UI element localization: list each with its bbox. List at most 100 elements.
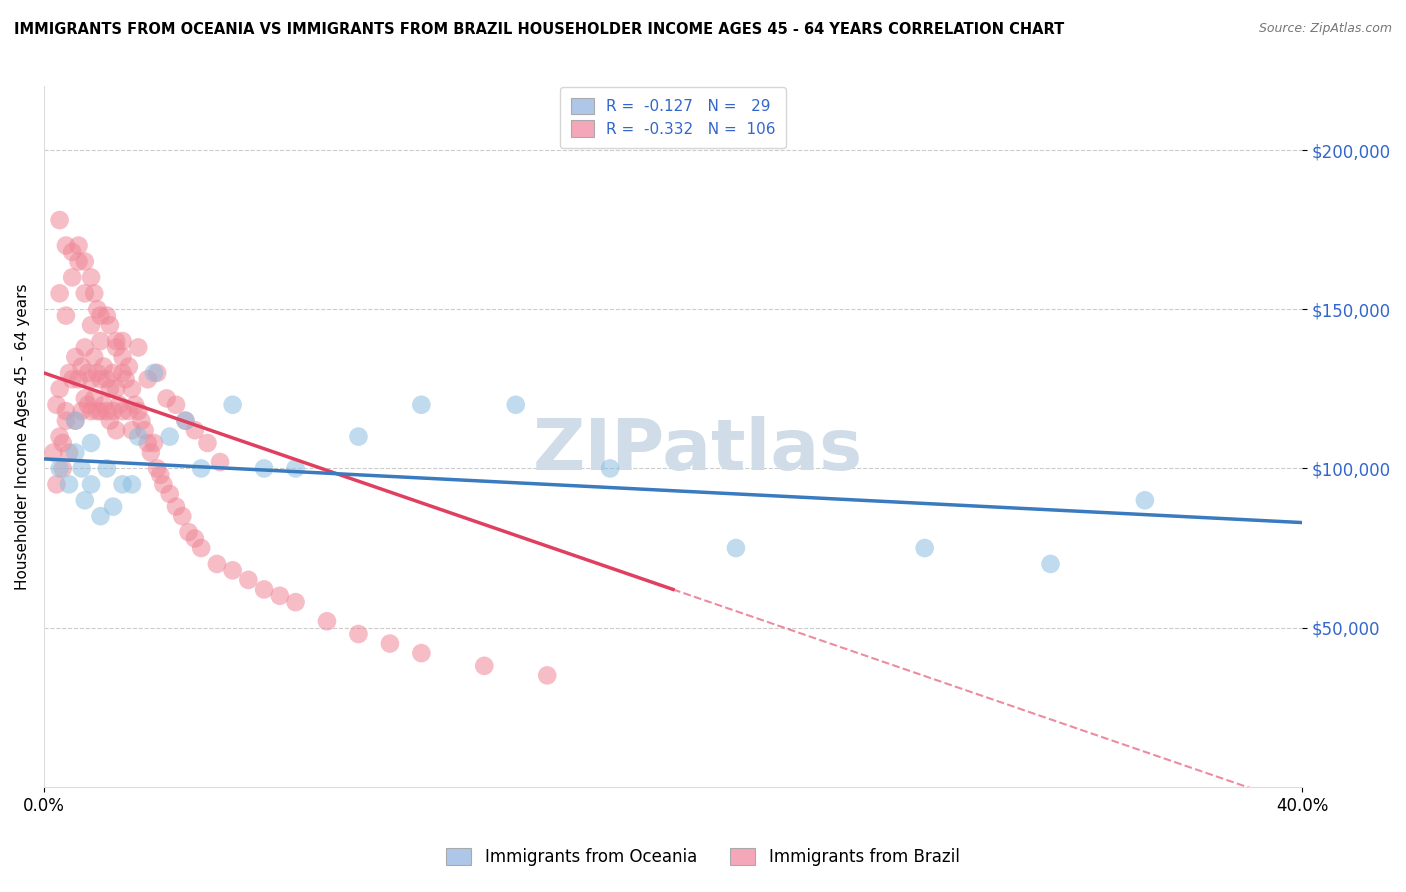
Point [101, 366, 124, 380]
Point [86, 366, 108, 380]
Point [80, 477, 103, 491]
Point [165, 398, 187, 412]
Point [83, 350, 105, 364]
Point [149, 467, 172, 482]
Legend: R =  -0.127   N =   29, R =  -0.332   N =  106: R = -0.127 N = 29, R = -0.332 N = 106 [560, 87, 786, 148]
Text: Source: ZipAtlas.com: Source: ZipAtlas.com [1258, 22, 1392, 36]
Point [205, 557, 228, 571]
Point [190, 541, 212, 555]
Point [65, 414, 87, 428]
Point [143, 436, 166, 450]
Point [146, 366, 169, 380]
Point [174, 414, 197, 428]
Point [58, 445, 80, 459]
Point [347, 627, 370, 641]
Point [60, 244, 83, 259]
Point [221, 398, 243, 412]
Point [65, 350, 87, 364]
Point [316, 614, 339, 628]
Point [1039, 557, 1062, 571]
Point [77, 398, 100, 412]
Point [73, 254, 96, 268]
Point [80, 436, 103, 450]
Point [134, 423, 156, 437]
Point [505, 398, 527, 412]
Point [599, 461, 621, 475]
Point [58, 366, 80, 380]
Point [65, 414, 87, 428]
Point [101, 500, 124, 514]
Point [48, 213, 70, 227]
Point [48, 461, 70, 475]
Point [118, 359, 141, 374]
Point [172, 509, 194, 524]
Point [96, 461, 118, 475]
Point [55, 238, 77, 252]
Point [159, 487, 181, 501]
Point [105, 423, 128, 437]
Point [108, 398, 131, 412]
Point [73, 392, 96, 406]
Point [98, 414, 121, 428]
Point [209, 455, 232, 469]
Point [347, 429, 370, 443]
Point [67, 238, 90, 252]
Point [55, 404, 77, 418]
Point [42, 445, 65, 459]
Point [221, 563, 243, 577]
Point [121, 423, 143, 437]
Point [197, 436, 219, 450]
Point [127, 341, 149, 355]
Point [55, 414, 77, 428]
Point [45, 477, 67, 491]
Point [70, 359, 93, 374]
Point [105, 341, 128, 355]
Text: ZIPatlas: ZIPatlas [533, 416, 863, 485]
Point [284, 595, 307, 609]
Point [86, 404, 108, 418]
Point [136, 372, 159, 386]
Point [80, 404, 103, 418]
Point [131, 414, 153, 428]
Point [127, 429, 149, 443]
Point [67, 254, 90, 268]
Point [378, 636, 401, 650]
Point [86, 302, 108, 317]
Point [124, 398, 146, 412]
Point [152, 477, 174, 491]
Point [914, 541, 936, 555]
Point [89, 404, 111, 418]
Point [67, 372, 90, 386]
Point [101, 404, 124, 418]
Point [121, 477, 143, 491]
Point [472, 658, 495, 673]
Y-axis label: Householder Income Ages 45 - 64 years: Householder Income Ages 45 - 64 years [15, 284, 30, 590]
Point [105, 382, 128, 396]
Point [269, 589, 291, 603]
Point [121, 382, 143, 396]
Point [83, 286, 105, 301]
Point [111, 366, 134, 380]
Point [98, 382, 121, 396]
Point [536, 668, 558, 682]
Point [73, 286, 96, 301]
Point [155, 392, 177, 406]
Point [190, 461, 212, 475]
Point [89, 372, 111, 386]
Point [45, 398, 67, 412]
Text: IMMIGRANTS FROM OCEANIA VS IMMIGRANTS FROM BRAZIL HOUSEHOLDER INCOME AGES 45 - 6: IMMIGRANTS FROM OCEANIA VS IMMIGRANTS FR… [14, 22, 1064, 37]
Point [143, 366, 166, 380]
Point [111, 477, 134, 491]
Point [80, 372, 103, 386]
Point [159, 429, 181, 443]
Point [184, 532, 207, 546]
Point [96, 309, 118, 323]
Point [70, 404, 93, 418]
Point [89, 309, 111, 323]
Point [111, 404, 134, 418]
Point [89, 334, 111, 348]
Point [96, 404, 118, 418]
Point [48, 429, 70, 443]
Point [284, 461, 307, 475]
Point [111, 334, 134, 348]
